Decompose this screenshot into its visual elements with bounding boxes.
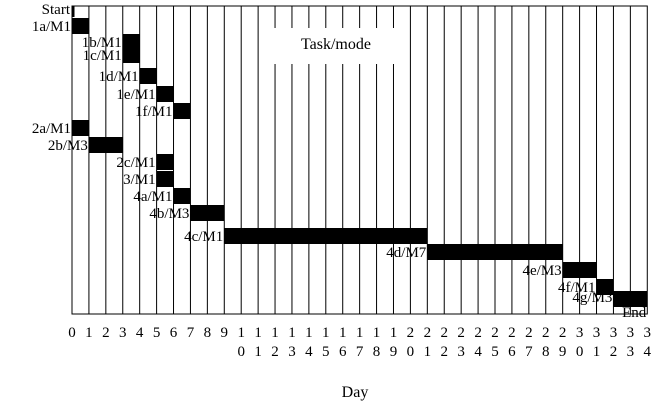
task-bar xyxy=(122,34,140,50)
task-label: 4a/M1 xyxy=(133,189,172,205)
task-label: 4e/M3 xyxy=(523,263,562,279)
start-label: Start xyxy=(42,2,71,18)
task-label: 2c/M1 xyxy=(116,155,155,171)
task-label: 3/M1 xyxy=(123,172,156,188)
x-tick-labels: 0 1 2 3 4 5 6 7 8 9 1 01 11 21 31 41 51 61 71 81 92 02 12 22 32 4… xyxy=(68,325,651,360)
plot-frame xyxy=(71,5,648,315)
task-bar xyxy=(173,103,191,119)
task-bar xyxy=(139,68,157,84)
end-label: End xyxy=(622,305,647,321)
task-label: 4d/M7 xyxy=(386,245,427,261)
title-background xyxy=(270,28,402,64)
task-label: 2b/M3 xyxy=(48,138,88,154)
start-bar xyxy=(72,6,75,17)
task-label: 1f/M1 xyxy=(135,104,173,120)
task-label: 4f/M1 xyxy=(558,280,596,296)
x-tick-label: 6 xyxy=(170,325,178,341)
x-tick-label: 1 xyxy=(85,325,93,341)
task-bar xyxy=(72,120,89,136)
task-label: 1b/M1 xyxy=(82,35,122,51)
task-bar xyxy=(156,86,174,102)
task-bar xyxy=(173,188,191,204)
task-label: 4b/M3 xyxy=(149,206,189,222)
task-bar xyxy=(427,244,563,260)
task-bar xyxy=(224,228,428,244)
task-bar xyxy=(88,137,123,153)
task-bar xyxy=(72,18,89,34)
task-bar xyxy=(122,47,140,63)
x-tick-label: 9 xyxy=(221,325,229,341)
task-label: 4g/M3 xyxy=(572,290,612,306)
task-bars xyxy=(72,6,648,307)
task-bar xyxy=(562,262,597,278)
chart-title: Task/mode xyxy=(301,36,371,53)
task-label: 1a/M1 xyxy=(32,19,71,35)
x-axis-title: Day xyxy=(342,384,369,401)
task-bar xyxy=(156,171,174,187)
x-tick-label: 8 xyxy=(204,325,212,341)
task-bar xyxy=(156,154,174,170)
x-tick-label: 5 xyxy=(153,325,161,341)
x-tick-label: 3 xyxy=(119,325,127,341)
x-tick-label: 2 xyxy=(102,325,110,341)
x-tick-label: 7 xyxy=(187,325,195,341)
task-bar xyxy=(596,279,614,295)
task-label: 2a/M1 xyxy=(32,121,71,137)
task-label: 4c/M1 xyxy=(184,229,223,245)
x-tick-label: 0 xyxy=(68,325,76,341)
task-label: 1c/M1 xyxy=(83,48,122,64)
task-label: 1d/M1 xyxy=(99,69,139,85)
task-bar xyxy=(613,291,648,307)
task-label: 1e/M1 xyxy=(116,87,155,103)
x-tick-label: 4 xyxy=(136,325,144,341)
task-bar xyxy=(190,205,225,221)
